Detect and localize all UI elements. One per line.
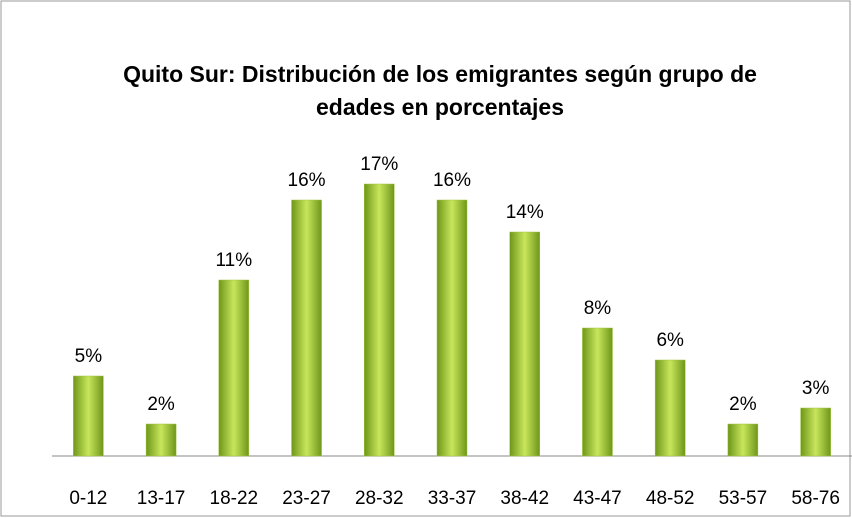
bar [654, 359, 686, 457]
value-label: 16% [288, 170, 326, 191]
chart-title: Quito Sur: Distribución de los emigrante… [123, 61, 757, 120]
bar [509, 231, 540, 457]
bar [218, 279, 250, 457]
x-tick-label: 18-22 [210, 488, 259, 509]
x-tick-label: 0-12 [69, 488, 107, 509]
value-label: 8% [584, 298, 612, 319]
value-label: 5% [75, 346, 103, 367]
value-label: 6% [656, 330, 684, 351]
x-tick-label: 53-57 [719, 488, 768, 509]
bar [73, 375, 104, 457]
bar [727, 423, 759, 457]
bar [436, 199, 468, 457]
x-tick-label: 13-17 [137, 488, 186, 509]
x-tick-label: 23-27 [282, 488, 331, 509]
x-tick-label: 58-76 [791, 488, 840, 509]
bar [582, 327, 613, 457]
value-label: 17% [360, 154, 398, 175]
x-tick-label: 48-52 [646, 488, 695, 509]
x-tick-label: 33-37 [428, 488, 477, 509]
value-label: 2% [147, 394, 175, 415]
x-tick-label: 28-32 [355, 488, 404, 509]
bar [291, 199, 322, 457]
x-tick-label: 38-42 [500, 488, 549, 509]
value-label: 2% [729, 394, 757, 415]
value-label: 16% [433, 170, 471, 191]
bar [145, 423, 177, 457]
bar [364, 183, 395, 457]
value-label: 3% [802, 378, 830, 399]
bar [800, 407, 831, 457]
value-label: 11% [216, 250, 253, 271]
x-tick-label: 43-47 [573, 488, 622, 509]
value-label: 14% [506, 202, 544, 223]
